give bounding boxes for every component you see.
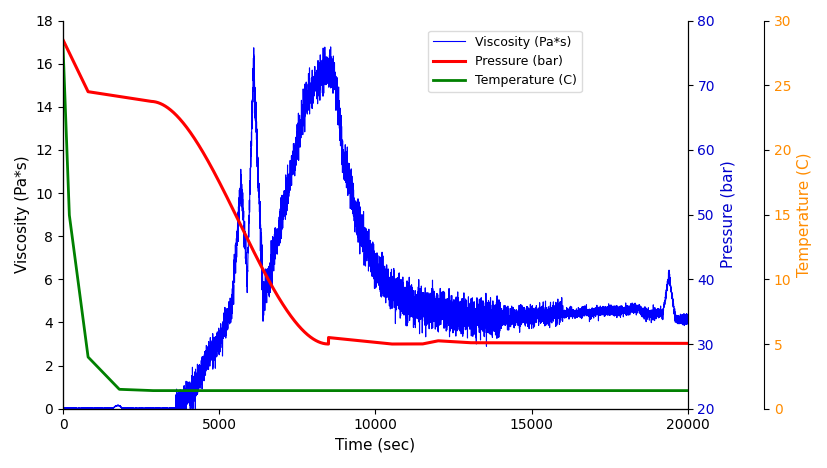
Temperature (C) <box>428 388 437 394</box>
Temperature (C) <box>146 388 155 394</box>
Temperature (C) <box>555 388 565 394</box>
Viscosity (Pa*s) <box>521 306 531 311</box>
Legend: Viscosity (Pa*s), Pressure (bar), Temperature (C): Viscosity (Pa*s), Pressure (bar), Temper… <box>428 30 581 92</box>
Pressure (bar) <box>89 90 99 95</box>
Pressure (bar) <box>521 340 531 346</box>
Line: Temperature (C): Temperature (C) <box>63 46 688 391</box>
Pressure (bar) <box>386 341 396 347</box>
Temperature (C) <box>89 361 99 366</box>
Pressure (bar) <box>284 311 294 316</box>
Temperature (C) <box>455 388 465 394</box>
Viscosity (Pa*s) <box>284 172 294 178</box>
Line: Pressure (bar): Pressure (bar) <box>63 40 688 344</box>
Viscosity (Pa*s) <box>428 308 437 314</box>
Viscosity (Pa*s) <box>89 406 99 411</box>
Viscosity (Pa*s) <box>58 406 68 411</box>
Pressure (bar) <box>428 339 437 344</box>
Line: Viscosity (Pa*s): Viscosity (Pa*s) <box>63 47 688 409</box>
Temperature (C) <box>683 388 693 394</box>
Viscosity (Pa*s) <box>326 44 336 50</box>
Pressure (bar) <box>683 341 693 346</box>
Viscosity (Pa*s) <box>683 314 693 320</box>
Y-axis label: Viscosity (Pa*s): Viscosity (Pa*s) <box>15 156 30 273</box>
Temperature (C) <box>521 388 531 394</box>
Viscosity (Pa*s) <box>555 307 565 312</box>
Pressure (bar) <box>58 37 68 43</box>
Pressure (bar) <box>555 340 565 346</box>
Pressure (bar) <box>455 339 465 345</box>
Temperature (C) <box>58 44 68 49</box>
Temperature (C) <box>284 388 294 394</box>
Y-axis label: Temperature (C): Temperature (C) <box>797 153 812 277</box>
X-axis label: Time (sec): Time (sec) <box>335 438 415 453</box>
Viscosity (Pa*s) <box>59 406 69 411</box>
Viscosity (Pa*s) <box>455 316 465 322</box>
Y-axis label: Pressure (bar): Pressure (bar) <box>720 161 735 269</box>
